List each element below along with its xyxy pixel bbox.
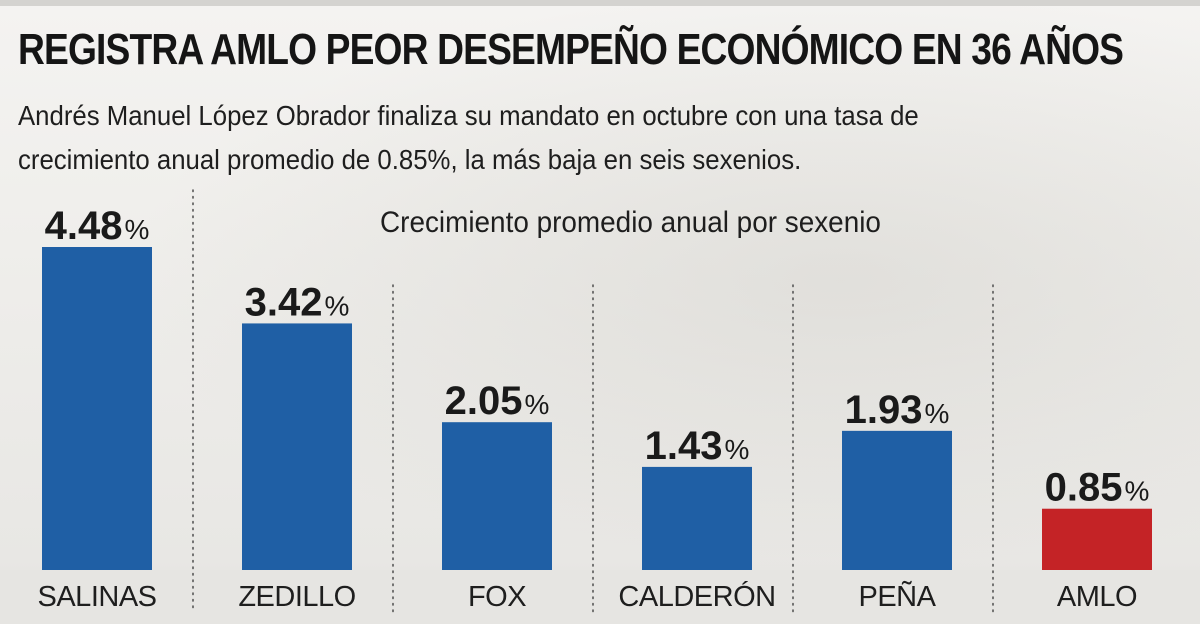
category-label: AMLO	[1057, 581, 1137, 613]
category-label: FOX	[468, 581, 526, 613]
bar-peña	[842, 430, 952, 570]
category-label: ZEDILLO	[238, 581, 355, 613]
chart-title: Crecimiento promedio anual por sexenio	[380, 206, 881, 239]
data-label: 1.43%	[645, 424, 750, 468]
category-label: PEÑA	[859, 579, 937, 613]
bar-zedillo	[242, 323, 352, 570]
category-band	[0, 570, 1200, 624]
data-label: 2.05%	[445, 379, 550, 423]
data-label: 0.85%	[1045, 466, 1150, 510]
data-label: 1.93%	[845, 388, 950, 432]
data-label: 3.42%	[245, 280, 350, 324]
bar-calderón	[642, 466, 752, 570]
bar-salinas	[42, 247, 152, 570]
category-label: SALINAS	[38, 581, 157, 613]
subheadline: Andrés Manuel López Obrador finaliza su …	[18, 100, 919, 175]
data-label: 4.48%	[45, 204, 150, 248]
bar-amlo	[1042, 508, 1152, 570]
bar-fox	[442, 422, 552, 570]
category-label: CALDERÓN	[618, 580, 775, 613]
headline: REGISTRA AMLO PEOR DESEMPEÑO ECONÓMICO E…	[18, 25, 1124, 74]
